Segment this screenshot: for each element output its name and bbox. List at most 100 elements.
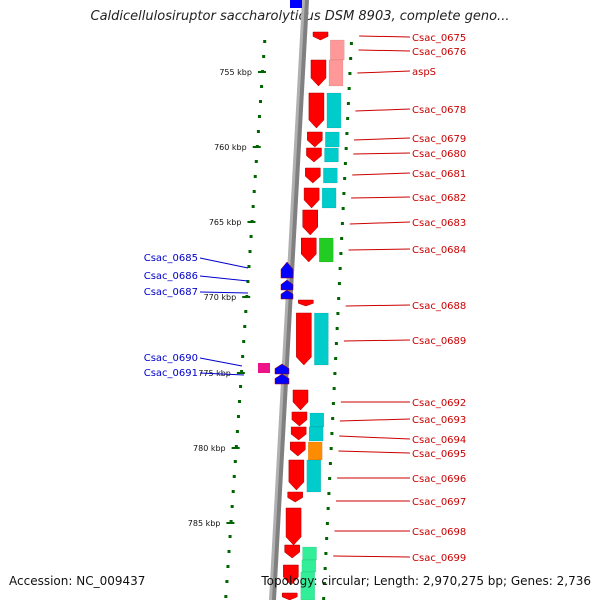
scale-dot [240, 370, 244, 373]
label-connector [338, 450, 411, 454]
cog-track-dot [337, 282, 341, 285]
forward-cds [301, 237, 317, 263]
scale-tick-label: 785 kbp [188, 519, 221, 528]
scale-dot [227, 550, 231, 553]
cog-track-dot [337, 297, 341, 300]
cog-track-dot [336, 312, 340, 315]
cog-track-dot [332, 387, 336, 390]
cog-box [324, 147, 339, 163]
forward-cds [305, 167, 321, 184]
scale-tick-label: 760 kbp [214, 143, 247, 152]
cog-track-dot [342, 192, 346, 195]
cog-track-dot [328, 477, 332, 480]
cog-box [328, 59, 344, 87]
forward-cds [281, 592, 298, 600]
backbone [269, 0, 309, 600]
cog-track-dot [322, 597, 326, 600]
cog-track-dot [322, 582, 326, 585]
cog-box [309, 412, 325, 428]
scale-dot [248, 250, 252, 253]
label-connector [359, 35, 411, 38]
cog-track-dot [335, 327, 339, 330]
cog-box [314, 312, 329, 366]
scale-dot [228, 535, 232, 538]
label-connector [353, 152, 411, 155]
scale-dot [253, 175, 257, 178]
cog-track-dot [341, 207, 345, 210]
gene-label-csac_0682: Csac_0682 [412, 193, 466, 204]
gene-label-csac_0697: Csac_0697 [412, 497, 466, 508]
forward-cds [284, 544, 300, 559]
forward-cds [287, 491, 303, 503]
scale-dot [242, 340, 246, 343]
cog-track-dot [343, 177, 347, 180]
gene-labels: Csac_0675 Csac_0676 aspS Csac_0678 Csac_0679… [144, 33, 467, 564]
cog-track-dot [338, 267, 342, 270]
scale-dot [254, 160, 258, 163]
backbone-line [272, 0, 309, 600]
gene-label-csac_0675: Csac_0675 [412, 33, 466, 44]
label-connector [349, 221, 411, 225]
scale-dot [225, 580, 229, 583]
label-connector [358, 49, 411, 52]
forward-cds [288, 459, 305, 491]
cog-track-dot [325, 522, 329, 525]
forward-cds [298, 299, 314, 307]
label-connector [352, 172, 411, 176]
gene-label-csac_0690: Csac_0690 [144, 353, 198, 364]
label-connector [199, 275, 249, 282]
gene-label-csac_0699: Csac_0699 [412, 553, 466, 564]
cog-track-dot [334, 342, 338, 345]
gene-label-csac_0687: Csac_0687 [144, 287, 198, 298]
cog-track-dot [345, 132, 349, 135]
scale-dot [226, 565, 230, 568]
gene-label-csac_0689: Csac_0689 [412, 336, 466, 347]
cog-track-dot [347, 87, 351, 90]
cog-track-dot [324, 552, 328, 555]
forward-cds [290, 441, 306, 457]
cog-track-dot [326, 507, 330, 510]
scale-dot [259, 100, 262, 103]
scale-dot [247, 265, 251, 268]
cog-box [258, 363, 270, 373]
scale-dot [239, 385, 243, 388]
cog-track-dot [349, 42, 353, 45]
scale-dot [238, 400, 241, 403]
scale-dot [229, 520, 233, 523]
cog-track-dot [344, 147, 348, 150]
gene-label-csac_0696: Csac_0696 [412, 474, 466, 485]
label-connector [343, 339, 411, 342]
gene-label-csac_0684: Csac_0684 [412, 245, 466, 256]
forward-cds [292, 389, 309, 411]
cog-box [325, 131, 340, 148]
forward-cds [303, 187, 320, 209]
forward-cds [283, 564, 299, 586]
gene-label-csac_0683: Csac_0683 [412, 218, 466, 229]
genome-summary: Topology: circular; Length: 2,970,275 bp… [261, 574, 591, 588]
label-connector [355, 108, 411, 112]
scale-dot [249, 235, 253, 238]
label-connector [199, 257, 249, 269]
cog-track-dot [331, 417, 335, 420]
label-connector [357, 70, 411, 74]
forward-cds [310, 59, 327, 87]
cog-track-dot [340, 222, 344, 225]
cog-box [308, 426, 324, 442]
scale-dot [260, 85, 264, 88]
map-title: Caldicellulosiruptor saccharolyticus DSM… [90, 9, 510, 24]
scale-tick-label: 755 kbp [219, 68, 252, 77]
cog-box [307, 441, 323, 461]
forward-cds [302, 209, 319, 236]
gene-label-csac_0685: Csac_0685 [144, 253, 198, 264]
cog-track-dot [346, 102, 350, 105]
gene-label-csac_0693: Csac_0693 [412, 415, 466, 426]
forward-cds [290, 426, 307, 441]
gene-label-csac_0698: Csac_0698 [412, 527, 466, 538]
gene-label-csac_0688: Csac_0688 [412, 301, 466, 312]
label-connector [199, 291, 249, 294]
top-reverse-cds [290, 0, 302, 8]
scale-dot [263, 40, 267, 43]
forward-cds [306, 147, 322, 163]
scale-dot [224, 595, 228, 598]
cog-box [323, 167, 338, 184]
